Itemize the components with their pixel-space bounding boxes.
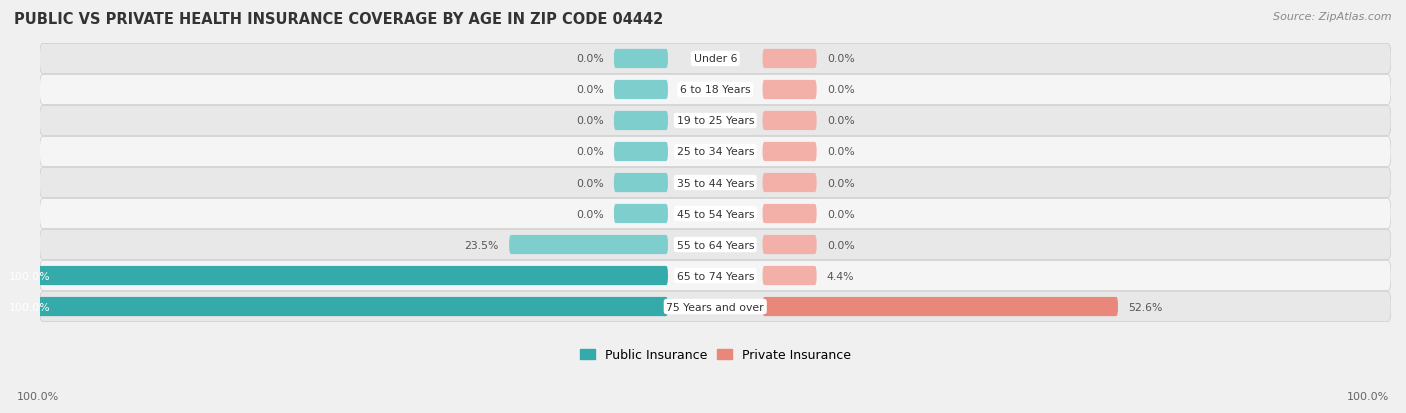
Text: 100.0%: 100.0% (8, 271, 51, 281)
Text: 25 to 34 Years: 25 to 34 Years (676, 147, 754, 157)
Text: 65 to 74 Years: 65 to 74 Years (676, 271, 754, 281)
FancyBboxPatch shape (762, 235, 817, 254)
Text: 100.0%: 100.0% (17, 391, 59, 401)
FancyBboxPatch shape (762, 173, 817, 192)
FancyBboxPatch shape (762, 142, 817, 162)
FancyBboxPatch shape (39, 76, 1391, 105)
Text: 35 to 44 Years: 35 to 44 Years (676, 178, 754, 188)
Text: 0.0%: 0.0% (827, 116, 855, 126)
Text: Under 6: Under 6 (693, 55, 737, 64)
FancyBboxPatch shape (39, 261, 1391, 291)
FancyBboxPatch shape (614, 204, 668, 223)
Text: 0.0%: 0.0% (827, 147, 855, 157)
Text: 0.0%: 0.0% (827, 85, 855, 95)
Text: 6 to 18 Years: 6 to 18 Years (681, 85, 751, 95)
FancyBboxPatch shape (0, 266, 668, 285)
Text: 75 Years and over: 75 Years and over (666, 302, 763, 312)
Text: 0.0%: 0.0% (576, 85, 603, 95)
Text: 0.0%: 0.0% (827, 178, 855, 188)
FancyBboxPatch shape (762, 297, 1118, 316)
Legend: Public Insurance, Private Insurance: Public Insurance, Private Insurance (575, 343, 856, 366)
Text: 0.0%: 0.0% (827, 240, 855, 250)
FancyBboxPatch shape (614, 112, 668, 131)
FancyBboxPatch shape (0, 297, 668, 316)
FancyBboxPatch shape (762, 266, 817, 285)
FancyBboxPatch shape (614, 173, 668, 192)
Text: 19 to 25 Years: 19 to 25 Years (676, 116, 754, 126)
Text: 23.5%: 23.5% (464, 240, 499, 250)
Text: Source: ZipAtlas.com: Source: ZipAtlas.com (1274, 12, 1392, 22)
Text: 0.0%: 0.0% (576, 116, 603, 126)
Text: 52.6%: 52.6% (1128, 302, 1163, 312)
Text: 0.0%: 0.0% (576, 178, 603, 188)
FancyBboxPatch shape (39, 106, 1391, 136)
FancyBboxPatch shape (39, 292, 1391, 322)
FancyBboxPatch shape (762, 204, 817, 223)
FancyBboxPatch shape (39, 230, 1391, 260)
Text: 0.0%: 0.0% (827, 55, 855, 64)
FancyBboxPatch shape (509, 235, 668, 254)
Text: 0.0%: 0.0% (827, 209, 855, 219)
FancyBboxPatch shape (614, 142, 668, 162)
Text: 55 to 64 Years: 55 to 64 Years (676, 240, 754, 250)
FancyBboxPatch shape (39, 45, 1391, 74)
FancyBboxPatch shape (39, 199, 1391, 229)
Text: 45 to 54 Years: 45 to 54 Years (676, 209, 754, 219)
Text: 0.0%: 0.0% (576, 55, 603, 64)
FancyBboxPatch shape (762, 112, 817, 131)
FancyBboxPatch shape (614, 81, 668, 100)
Text: 4.4%: 4.4% (827, 271, 855, 281)
FancyBboxPatch shape (39, 168, 1391, 198)
Text: 100.0%: 100.0% (8, 302, 51, 312)
FancyBboxPatch shape (762, 81, 817, 100)
FancyBboxPatch shape (762, 50, 817, 69)
Text: 0.0%: 0.0% (576, 147, 603, 157)
Text: 100.0%: 100.0% (1347, 391, 1389, 401)
Text: PUBLIC VS PRIVATE HEALTH INSURANCE COVERAGE BY AGE IN ZIP CODE 04442: PUBLIC VS PRIVATE HEALTH INSURANCE COVER… (14, 12, 664, 27)
Text: 0.0%: 0.0% (576, 209, 603, 219)
FancyBboxPatch shape (614, 50, 668, 69)
FancyBboxPatch shape (39, 137, 1391, 167)
